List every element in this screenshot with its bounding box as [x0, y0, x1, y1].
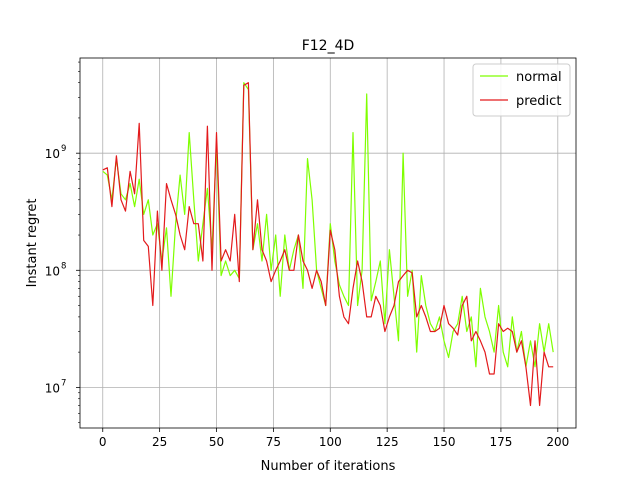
x-tick-label: 100 — [319, 435, 342, 449]
plot-area — [80, 58, 576, 428]
x-tick-label: 25 — [152, 435, 167, 449]
x-tick-label: 75 — [266, 435, 281, 449]
series-layer — [102, 82, 554, 407]
y-tick-exponent: 9 — [61, 144, 66, 154]
x-tick-label: 200 — [546, 435, 569, 449]
x-axis-label: Number of iterations — [261, 459, 396, 474]
y-axis-label: Instant regret — [25, 199, 40, 288]
legend-label-predict: predict — [516, 94, 561, 109]
x-tick-label: 125 — [376, 435, 399, 449]
plot-frame — [79, 57, 577, 429]
x-tick-label: 175 — [489, 435, 512, 449]
x-tick-label: 0 — [99, 435, 107, 449]
y-tick-label: 10 — [45, 147, 60, 161]
x-tick-label: 50 — [209, 435, 224, 449]
chart-title: F12_4D — [302, 38, 355, 54]
y-tick-label: 10 — [45, 381, 60, 395]
y-tick-exponent: 8 — [61, 261, 66, 271]
series-line-predict — [102, 82, 554, 407]
legend: normal predict — [472, 63, 571, 117]
x-tick-label: 150 — [433, 435, 456, 449]
x-axis: 0 25 50 75 100 125 150 175 200 — [99, 428, 569, 449]
y-tick-exponent: 7 — [61, 378, 66, 388]
legend-box — [472, 63, 571, 117]
legend-label-normal: normal — [516, 70, 562, 85]
y-tick-label: 10 — [45, 264, 60, 278]
